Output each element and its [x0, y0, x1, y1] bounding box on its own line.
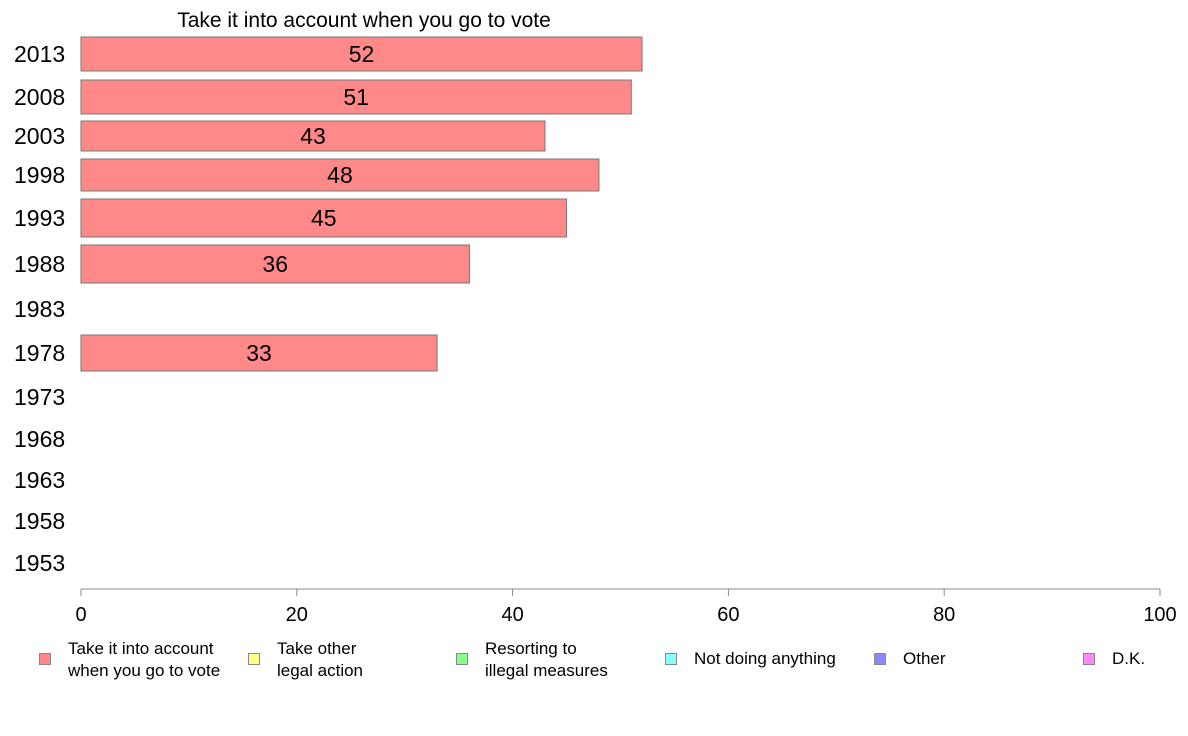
y-tick-label: 1968	[14, 426, 65, 452]
bar	[80, 36, 643, 72]
y-tick-label: 1998	[14, 162, 65, 188]
x-axis-ticks: 0 20 40 60 80 100	[75, 589, 1177, 626]
legend-label: Resorting to illegal measures	[485, 639, 608, 680]
x-tick-label: 20	[286, 604, 308, 626]
legend-item: Other	[874, 638, 946, 670]
y-tick-label: 1978	[14, 340, 65, 366]
legend-label: Take it into account when you go to vote	[68, 639, 221, 680]
legend-item: D.K.	[1083, 638, 1145, 670]
legend-swatch	[248, 653, 260, 665]
legend-swatch	[1083, 653, 1095, 665]
y-tick-label: 1963	[14, 467, 65, 493]
bar-chart: Take it into account when you go to vote…	[14, 9, 1177, 626]
legend-swatch	[456, 653, 468, 665]
y-tick-label: 1953	[14, 550, 65, 576]
legend-item: Take it into account when you go to vote	[39, 638, 220, 682]
y-tick-label: 1973	[14, 384, 65, 410]
y-tick-label: 2003	[14, 123, 65, 149]
bar	[80, 79, 632, 115]
bar-value-label: 43	[300, 123, 326, 149]
bar-value-label: 36	[262, 251, 288, 277]
bar-value-label: 52	[349, 41, 375, 67]
x-tick-label: 100	[1143, 604, 1176, 626]
y-tick-label: 1993	[14, 205, 65, 231]
legend-swatch	[874, 653, 886, 665]
chart-title: Take it into account when you go to vote	[177, 9, 551, 32]
y-tick-label: 2008	[14, 84, 65, 110]
legend-label: Other	[903, 649, 946, 668]
bar	[80, 244, 470, 284]
bar-value-label: 33	[246, 340, 272, 366]
y-axis-labels: 2013 2008 2003 1998 1993 1988 1983 1978 1973 1968…	[14, 41, 65, 576]
bar	[80, 334, 438, 372]
y-tick-label: 1988	[14, 251, 65, 277]
legend-label: Take other legal action	[277, 639, 364, 680]
bar	[80, 198, 568, 238]
legend: Take it into account when you go to vote…	[0, 638, 1188, 688]
x-tick-label: 40	[501, 604, 523, 626]
bar	[80, 120, 546, 152]
x-tick-label: 60	[717, 604, 739, 626]
bar-value-label: 48	[327, 162, 353, 188]
legend-item: Resorting to illegal measures	[456, 638, 608, 682]
legend-swatch	[39, 653, 51, 665]
legend-item: Take other legal action	[248, 638, 363, 682]
bar-value-label: 51	[343, 84, 369, 110]
legend-item: Not doing anything	[665, 638, 836, 670]
bar-value-label: 45	[311, 205, 337, 231]
legend-label: D.K.	[1112, 649, 1146, 668]
y-tick-label: 2013	[14, 41, 65, 67]
x-tick-label: 0	[75, 604, 86, 626]
x-tick-label: 80	[933, 604, 955, 626]
legend-label: Not doing anything	[694, 649, 836, 668]
legend-swatch	[665, 653, 677, 665]
bar	[80, 158, 600, 192]
y-tick-label: 1958	[14, 508, 65, 534]
y-tick-label: 1983	[14, 296, 65, 322]
